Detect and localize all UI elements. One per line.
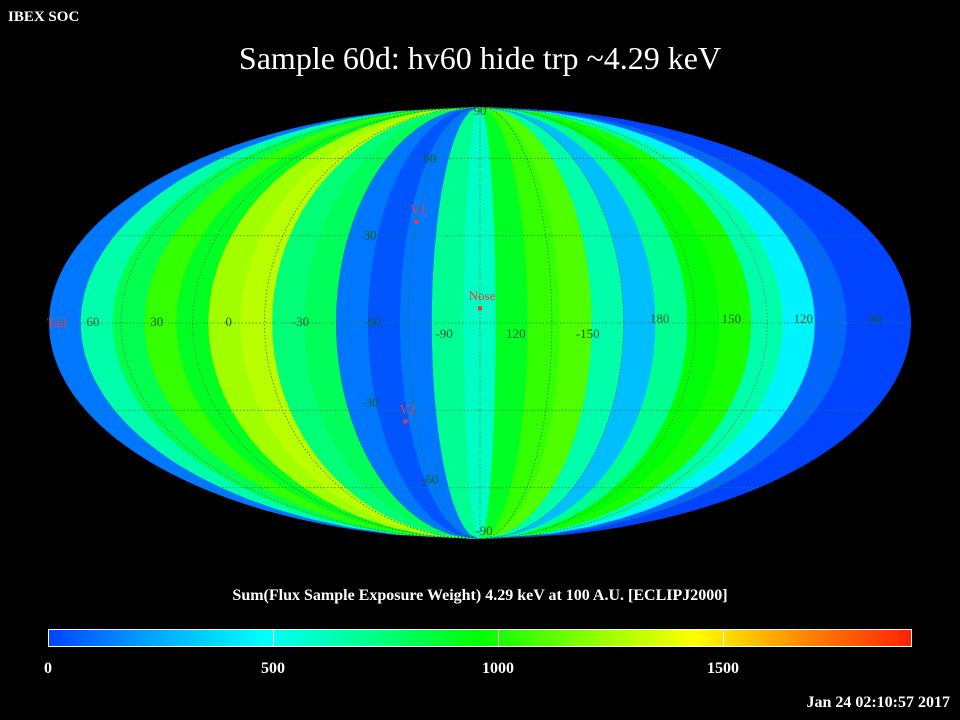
longitude-label: -150 bbox=[576, 326, 600, 341]
marker-label: Tail bbox=[47, 315, 67, 330]
flux-bands bbox=[49, 107, 911, 539]
latitude-label: 60 bbox=[423, 150, 436, 165]
longitude-line bbox=[264, 107, 481, 539]
longitude-label: -90 bbox=[435, 326, 452, 341]
graticule bbox=[49, 107, 911, 539]
longitude-line bbox=[479, 107, 696, 539]
colorbar bbox=[48, 629, 912, 647]
marker-label: Nose bbox=[469, 288, 496, 303]
colorbar-tick-label: 1500 bbox=[707, 660, 739, 677]
latitude-label: 90 bbox=[474, 103, 487, 118]
app-label: IBEX SOC bbox=[8, 9, 80, 25]
longitude-label: -30 bbox=[292, 314, 309, 329]
longitude-label: 150 bbox=[722, 311, 742, 326]
longitude-label: 60 bbox=[86, 314, 99, 329]
longitude-label: 0 bbox=[225, 314, 232, 329]
longitude-label: 120 bbox=[506, 326, 526, 341]
latitude-label: -60 bbox=[421, 472, 438, 487]
longitude-line bbox=[335, 107, 481, 539]
longitude-line bbox=[479, 107, 840, 539]
colorbar-tick-label: 0 bbox=[44, 660, 52, 677]
longitude-label: 30 bbox=[150, 314, 163, 329]
longitude-label: -60 bbox=[364, 314, 381, 329]
latitude-labels: 90 60 30 -30 -60 -90 bbox=[361, 103, 492, 538]
colorbar-tick-mark bbox=[498, 630, 499, 646]
longitude-label: 120 bbox=[794, 311, 814, 326]
latitude-label: -30 bbox=[361, 394, 378, 409]
marker-dot bbox=[414, 219, 419, 224]
longitude-line bbox=[479, 107, 625, 539]
colorbar-tick-label: 1000 bbox=[482, 660, 514, 677]
latitude-label: -90 bbox=[475, 523, 492, 538]
longitude-labels: 60 30 0 -30 -60 -90 120 -150 180 150 120 90 bbox=[86, 311, 881, 341]
longitude-label: 90 bbox=[869, 311, 882, 326]
longitude-line bbox=[120, 107, 481, 539]
timestamp: Jan 24 02:10:57 2017 bbox=[806, 694, 950, 711]
longitude-line bbox=[479, 107, 768, 539]
map-title: Sample 60d: hv60 hide trp ~4.29 keV bbox=[238, 40, 722, 76]
latitude-label: 30 bbox=[364, 228, 377, 243]
colorbar-title: Sum(Flux Sample Exposure Weight) 4.29 ke… bbox=[232, 587, 728, 604]
longitude-label: 180 bbox=[650, 311, 670, 326]
longitude-line bbox=[192, 107, 481, 539]
marker-label: V2 bbox=[399, 401, 415, 416]
colorbar-tick-mark bbox=[723, 630, 724, 646]
marker-dot bbox=[478, 306, 482, 311]
marker-dot bbox=[403, 419, 408, 424]
target-markers: V1 Nose V2 Tail bbox=[47, 202, 496, 424]
marker-label: V1 bbox=[411, 202, 427, 217]
colorbar-tick-label: 500 bbox=[261, 660, 285, 677]
colorbar-tick-mark bbox=[273, 630, 274, 646]
